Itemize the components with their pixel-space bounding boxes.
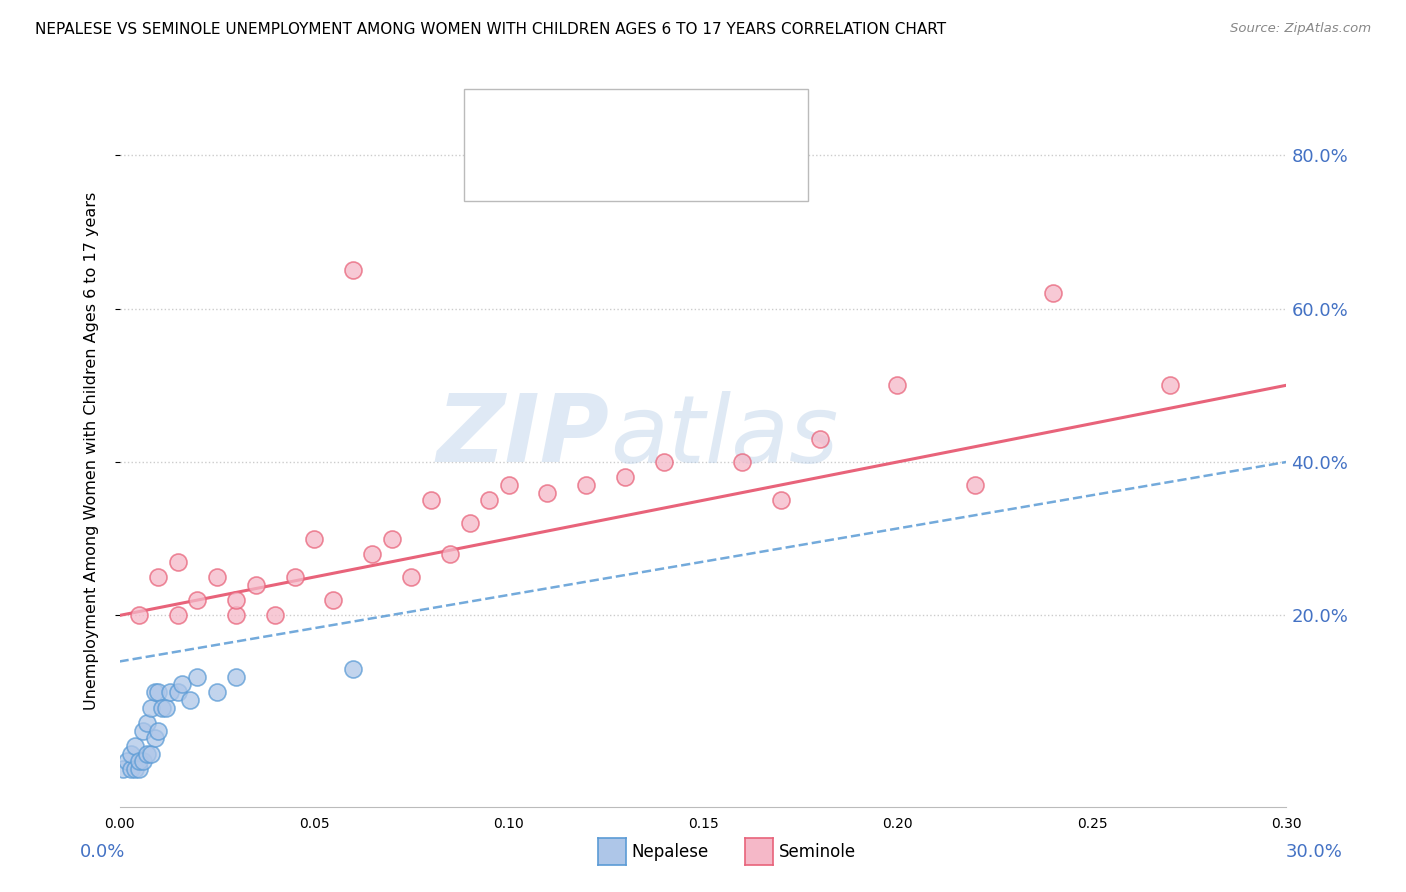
Point <box>166 685 188 699</box>
Point <box>128 608 150 623</box>
Point <box>124 762 146 776</box>
Text: 30.0%: 30.0% <box>1286 843 1343 861</box>
Point <box>965 478 987 492</box>
Text: Nepalese: Nepalese <box>631 843 709 861</box>
Point <box>575 478 598 492</box>
Point <box>132 723 155 738</box>
Text: 0.0%: 0.0% <box>80 843 125 861</box>
Point <box>419 493 441 508</box>
Point <box>342 662 364 676</box>
Point <box>808 432 831 446</box>
Point <box>117 754 139 768</box>
Point <box>731 455 754 469</box>
Point <box>264 608 287 623</box>
Point <box>166 608 188 623</box>
Point <box>439 547 461 561</box>
Point <box>128 754 150 768</box>
Point <box>143 731 166 746</box>
Point <box>614 470 637 484</box>
Point <box>148 685 170 699</box>
Point <box>159 685 181 699</box>
Point <box>205 685 228 699</box>
Point <box>458 516 481 531</box>
Point <box>361 547 384 561</box>
Point <box>652 455 675 469</box>
Text: Source: ZipAtlas.com: Source: ZipAtlas.com <box>1230 22 1371 36</box>
Point <box>498 478 520 492</box>
Point <box>1042 286 1064 301</box>
Point <box>135 715 157 730</box>
Point <box>179 693 201 707</box>
Point <box>1159 378 1181 392</box>
Text: Seminole: Seminole <box>779 843 856 861</box>
Point <box>139 700 162 714</box>
Point <box>120 762 142 776</box>
Point <box>148 570 170 584</box>
Y-axis label: Unemployment Among Women with Children Ages 6 to 17 years: Unemployment Among Women with Children A… <box>84 192 98 709</box>
Point <box>769 493 792 508</box>
Point <box>284 570 307 584</box>
Point <box>225 670 247 684</box>
Text: ZIP: ZIP <box>437 390 610 483</box>
Point <box>205 570 228 584</box>
Point <box>128 762 150 776</box>
Text: atlas: atlas <box>610 391 838 482</box>
Text: R =  0.44   N = 33: R = 0.44 N = 33 <box>522 158 686 176</box>
Point <box>342 263 364 277</box>
Point <box>401 570 423 584</box>
Point <box>302 532 325 546</box>
Point <box>132 754 155 768</box>
Point <box>112 762 135 776</box>
Point <box>148 723 170 738</box>
Point <box>120 747 142 761</box>
Point <box>478 493 501 508</box>
Point <box>150 700 173 714</box>
Point <box>186 670 208 684</box>
Point <box>886 378 908 392</box>
Point <box>381 532 404 546</box>
Point <box>225 608 247 623</box>
Point <box>135 747 157 761</box>
Point <box>166 555 188 569</box>
Point <box>170 677 193 691</box>
Point <box>322 593 344 607</box>
Point <box>124 739 146 753</box>
Point <box>536 485 558 500</box>
Point <box>143 685 166 699</box>
Point <box>139 747 162 761</box>
Point <box>245 578 267 592</box>
Point <box>225 593 247 607</box>
Point <box>186 593 208 607</box>
Point <box>155 700 177 714</box>
Text: NEPALESE VS SEMINOLE UNEMPLOYMENT AMONG WOMEN WITH CHILDREN AGES 6 TO 17 YEARS C: NEPALESE VS SEMINOLE UNEMPLOYMENT AMONG … <box>35 22 946 37</box>
Text: R =  0.164   N = 28: R = 0.164 N = 28 <box>522 120 697 138</box>
